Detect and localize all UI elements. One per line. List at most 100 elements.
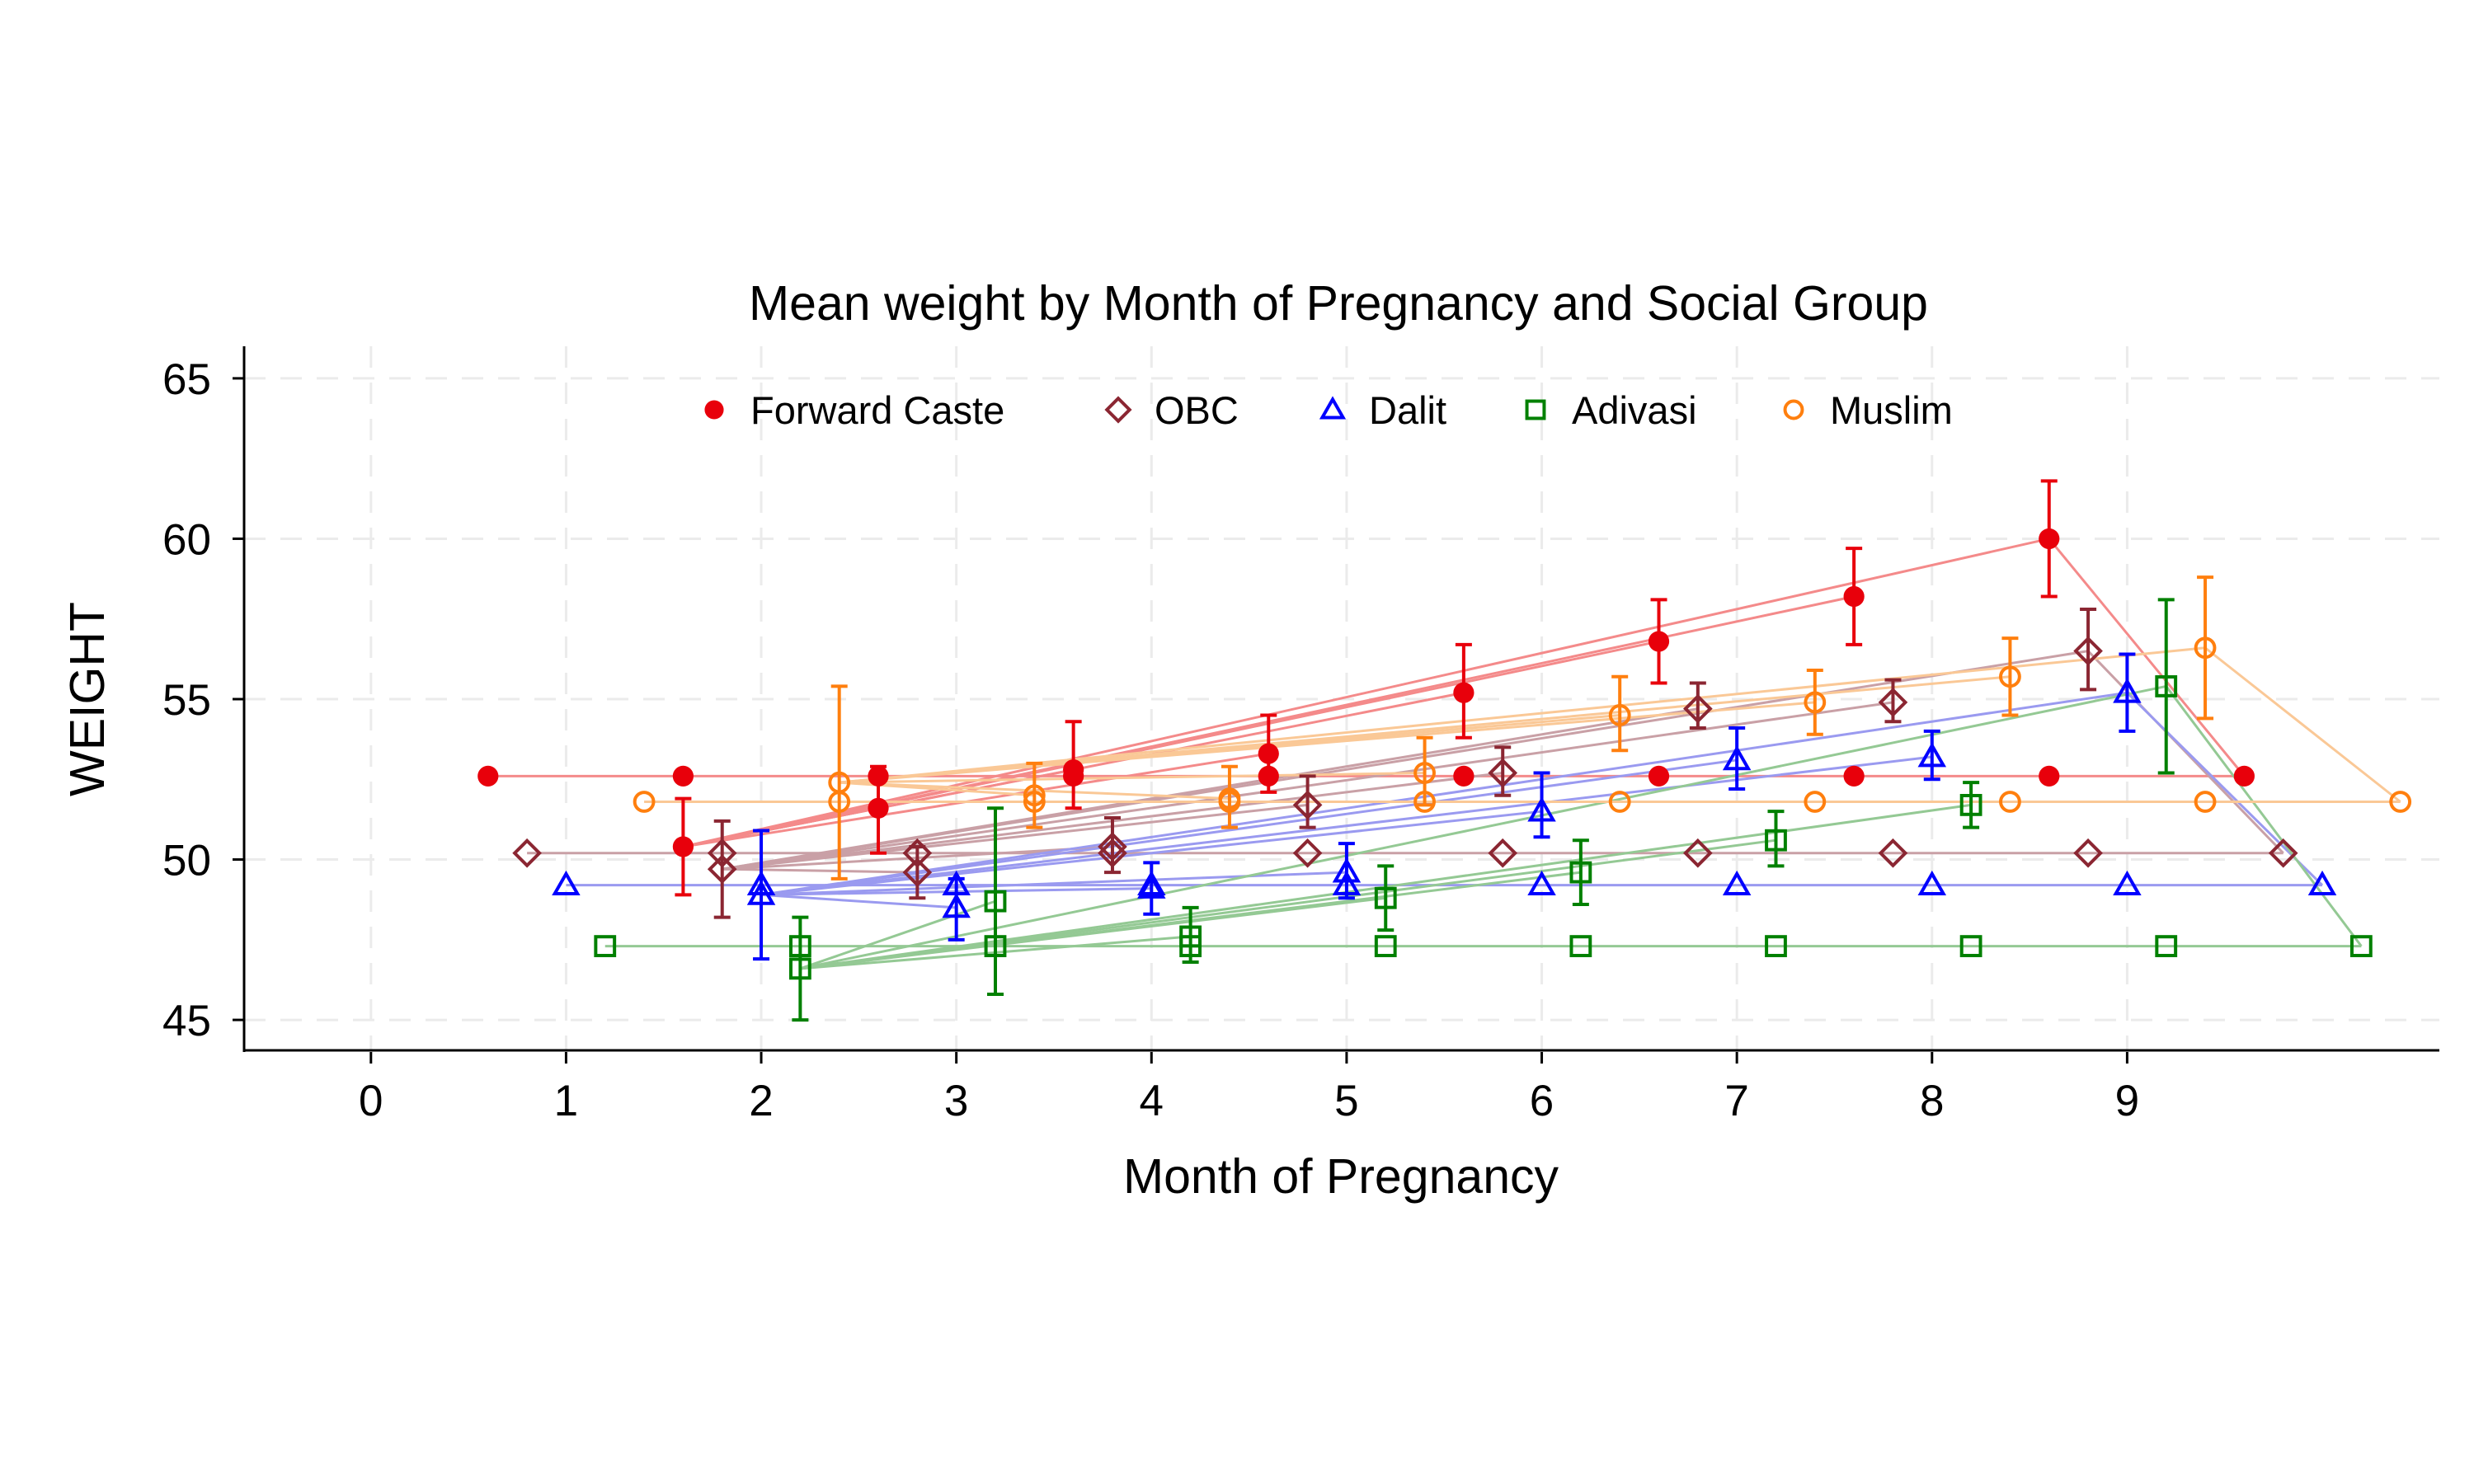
series-trend-line xyxy=(722,650,2089,871)
baseline-point xyxy=(2307,870,2337,896)
chart-title: Mean weight by Month of Pregnancy and So… xyxy=(749,276,1928,331)
legend-marker xyxy=(1783,399,1804,420)
data-point xyxy=(942,893,971,918)
data-point xyxy=(2155,675,2178,697)
data-point xyxy=(2073,636,2103,666)
baseline-point xyxy=(1218,791,1241,813)
baseline-point xyxy=(1413,791,1436,813)
series-trend-line xyxy=(800,838,1776,970)
series-trend-line xyxy=(760,893,957,909)
series-trend-line xyxy=(799,899,996,970)
legend-marker xyxy=(1525,399,1546,420)
baseline-point xyxy=(672,765,694,787)
data-point xyxy=(1843,585,1865,608)
baseline-point xyxy=(552,870,581,896)
x-tick-label: 5 xyxy=(1334,1077,1358,1125)
y-tick-label: 50 xyxy=(162,837,211,885)
baseline-point xyxy=(2194,791,2217,813)
x-tick-label: 0 xyxy=(359,1077,383,1125)
data-point xyxy=(2113,678,2142,703)
data-point xyxy=(1374,886,1397,909)
baseline-point xyxy=(1878,838,1908,868)
baseline-point xyxy=(902,838,933,868)
legend-marker xyxy=(1104,396,1132,424)
series-trend-line xyxy=(760,810,1542,896)
baseline-point xyxy=(1648,765,1670,787)
baseline-point xyxy=(1374,935,1397,957)
data-point xyxy=(1258,743,1279,764)
baseline-point xyxy=(1722,870,1752,896)
x-axis-label: Month of Pregnancy xyxy=(1123,1149,1559,1204)
data-point xyxy=(902,857,933,887)
data-point xyxy=(1453,682,1475,703)
baseline-point xyxy=(1804,791,1827,813)
series-return-line xyxy=(2048,538,2246,777)
data-point xyxy=(1959,794,1982,816)
baseline-point xyxy=(2233,765,2255,787)
y-tick-label: 60 xyxy=(162,515,211,564)
baseline-point xyxy=(1527,870,1556,896)
baseline-point xyxy=(828,791,851,813)
data-point xyxy=(1098,832,1127,862)
baseline-point xyxy=(2349,935,2373,957)
legend-marker xyxy=(1319,396,1347,420)
baseline-point xyxy=(1453,765,1475,787)
y-tick-label: 65 xyxy=(162,355,211,404)
data-point xyxy=(1765,829,1787,852)
data-point xyxy=(1023,784,1046,807)
baseline-point xyxy=(1098,838,1127,868)
x-tick-label: 3 xyxy=(944,1077,968,1125)
baseline-point xyxy=(2113,870,2142,896)
baseline-point xyxy=(1063,765,1084,787)
baseline-point xyxy=(2155,935,2178,957)
data-point xyxy=(1332,857,1362,883)
baseline-point xyxy=(1765,935,1787,957)
data-point xyxy=(788,957,811,980)
data-point xyxy=(1683,693,1713,724)
baseline-point xyxy=(1959,935,1982,957)
y-tick-label: 45 xyxy=(162,997,211,1045)
data-point xyxy=(1608,704,1631,726)
x-tick-label: 6 xyxy=(1530,1077,1554,1125)
data-point xyxy=(868,797,889,819)
y-tick-label: 55 xyxy=(162,676,211,725)
baseline-point xyxy=(1179,935,1202,957)
data-point xyxy=(2194,636,2217,660)
legend-marker xyxy=(704,400,724,420)
baseline-point xyxy=(1292,838,1323,868)
baseline-point xyxy=(942,870,971,896)
data-point xyxy=(1878,688,1908,717)
data-markers xyxy=(477,528,2412,980)
series-trend-line xyxy=(722,867,918,874)
baseline-point xyxy=(984,935,1007,957)
data-point xyxy=(1413,762,1436,784)
data-point xyxy=(1722,745,1752,771)
series-trend-line xyxy=(683,537,2050,848)
legend-label: Adivasi xyxy=(1572,388,1697,432)
baseline-point xyxy=(788,935,811,957)
legend: Forward Caste OBC Dalit Adivasi Muslim xyxy=(704,388,1953,432)
series-trend-line xyxy=(800,684,2167,970)
baseline-point xyxy=(477,765,499,787)
data-point xyxy=(1488,758,1518,788)
baseline-point xyxy=(746,870,776,896)
data-point xyxy=(1804,691,1827,714)
legend-label: Muslim xyxy=(1830,388,1953,432)
x-tick-label: 7 xyxy=(1724,1077,1748,1125)
baseline-point xyxy=(707,838,737,868)
series-trend-line xyxy=(760,691,2128,896)
x-tick-label: 1 xyxy=(554,1077,578,1125)
series-trend-line xyxy=(722,803,1308,871)
series-trend-line xyxy=(683,752,1269,848)
data-point xyxy=(1999,665,2021,688)
baseline-point xyxy=(1917,870,1947,896)
series-return-line xyxy=(2126,692,2324,886)
baseline-point xyxy=(868,765,889,787)
baseline-point xyxy=(594,935,617,957)
series-trend-line xyxy=(760,758,1738,896)
x-tick-label: 2 xyxy=(749,1077,773,1125)
data-point xyxy=(2039,528,2060,550)
baseline-point xyxy=(1023,791,1046,813)
